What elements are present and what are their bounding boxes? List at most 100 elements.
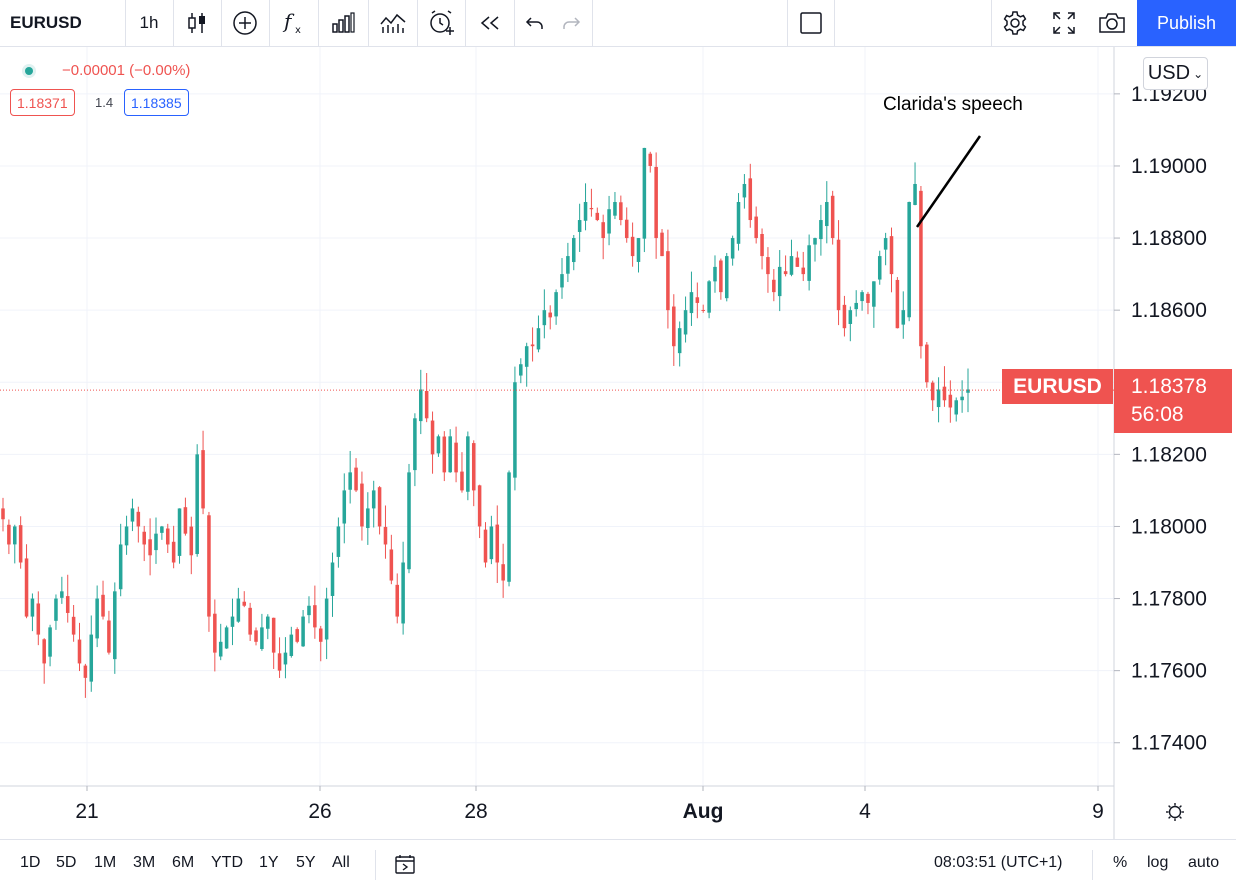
candle	[442, 431, 447, 482]
annotation-label[interactable]: Clarida's speech	[883, 94, 1023, 115]
candle	[177, 508, 182, 564]
candle-body	[677, 328, 682, 354]
candle	[83, 663, 88, 698]
candle	[636, 238, 641, 273]
candle-body	[89, 634, 94, 682]
settings-icon[interactable]	[992, 0, 1038, 46]
candle	[830, 190, 835, 245]
candle-body	[848, 310, 853, 324]
candle	[866, 291, 870, 315]
candle-body	[560, 274, 564, 288]
redo-icon[interactable]	[552, 0, 590, 46]
fullscreen-icon[interactable]	[1040, 0, 1088, 46]
candle	[583, 183, 588, 231]
publish-button[interactable]: Publish	[1137, 0, 1236, 46]
market-status-icon[interactable]	[22, 64, 36, 78]
candle-body	[630, 236, 635, 257]
goto-date-icon[interactable]	[395, 854, 417, 879]
candle	[501, 543, 505, 598]
candle-body	[913, 183, 917, 205]
candle-body	[371, 490, 376, 509]
alert-icon[interactable]	[418, 0, 465, 46]
candle-body	[583, 202, 588, 221]
currency-select[interactable]: USD ⌄	[1143, 57, 1208, 90]
candle	[454, 426, 458, 483]
candle-body	[701, 309, 705, 311]
candle-body	[354, 467, 358, 491]
candle	[630, 222, 635, 267]
candle	[336, 517, 341, 568]
svg-text:x: x	[295, 25, 301, 36]
candle	[301, 609, 305, 647]
range-3m-button[interactable]: 3M	[133, 854, 156, 871]
spread-value: 1.4	[95, 95, 114, 110]
range-5y-button[interactable]: 5Y	[296, 854, 316, 871]
chart-canvas[interactable]: 1.192001.190001.188001.186001.184001.182…	[0, 47, 1236, 839]
candle-body	[419, 389, 423, 422]
candle	[742, 174, 747, 209]
candle-body	[113, 591, 117, 660]
candle-body	[413, 418, 417, 471]
candle-body	[236, 598, 241, 622]
candle-body	[171, 541, 176, 563]
annotation-arrow	[915, 135, 982, 228]
candle	[42, 638, 46, 684]
range-6m-button[interactable]: 6M	[172, 854, 195, 871]
undo-icon[interactable]	[516, 0, 554, 46]
last-price-badge: 1.18378 56:08	[1114, 369, 1232, 433]
layout-icon[interactable]	[788, 0, 834, 46]
candles-icon[interactable]	[174, 0, 220, 46]
price-tick-label: 1.17400	[1131, 732, 1207, 755]
candle-body	[854, 302, 858, 310]
candle	[807, 234, 811, 291]
candle	[577, 203, 582, 252]
range-5d-button[interactable]: 5D	[56, 854, 77, 871]
replay-icon[interactable]	[466, 0, 514, 46]
interval-button[interactable]: 1h	[139, 13, 159, 32]
candle	[624, 207, 629, 243]
candle	[113, 582, 117, 674]
candle	[466, 431, 470, 501]
auto-scale-toggle[interactable]: auto	[1188, 854, 1220, 871]
percent-scale-toggle[interactable]: %	[1113, 854, 1128, 871]
range-1y-button[interactable]: 1Y	[259, 854, 279, 871]
range-1m-button[interactable]: 1M	[94, 854, 117, 871]
candle-body	[366, 508, 370, 529]
range-ytd-button[interactable]: YTD	[211, 854, 243, 871]
candle-body	[666, 251, 670, 311]
candle	[613, 192, 617, 220]
candle	[7, 519, 11, 555]
candle	[118, 523, 123, 597]
log-scale-toggle[interactable]: log	[1147, 854, 1169, 871]
candle	[354, 458, 358, 493]
sell-button[interactable]: 1.18371	[10, 89, 75, 116]
financials-icon[interactable]	[319, 0, 367, 46]
candle	[860, 290, 864, 311]
candle	[925, 342, 929, 388]
candle-body	[636, 238, 641, 262]
time-tick-label: 26	[308, 800, 331, 823]
templates-icon[interactable]	[369, 0, 417, 46]
candle-body	[660, 232, 664, 257]
candle-body	[907, 202, 911, 318]
time-axis-settings-icon[interactable]	[1166, 803, 1184, 821]
price-tick-label: 1.18600	[1131, 299, 1207, 322]
timezone-clock[interactable]: 08:03:51 (UTC+1)	[934, 854, 1063, 871]
range-all-button[interactable]: All	[332, 854, 350, 871]
symbol-search-button[interactable]: EURUSD	[10, 13, 82, 32]
candle	[872, 281, 876, 328]
candle-body	[213, 613, 217, 653]
add-compare-icon[interactable]	[222, 0, 268, 46]
buy-button[interactable]: 1.18385	[124, 89, 189, 116]
candle-body	[713, 266, 717, 282]
candle	[942, 366, 947, 407]
snapshot-icon[interactable]	[1088, 0, 1136, 46]
candle	[60, 576, 64, 604]
candle-body	[860, 292, 864, 302]
candle	[101, 580, 105, 620]
candle	[842, 295, 847, 337]
range-1d-button[interactable]: 1D	[20, 854, 41, 871]
candle-body	[165, 528, 170, 545]
candle-body	[395, 584, 400, 617]
